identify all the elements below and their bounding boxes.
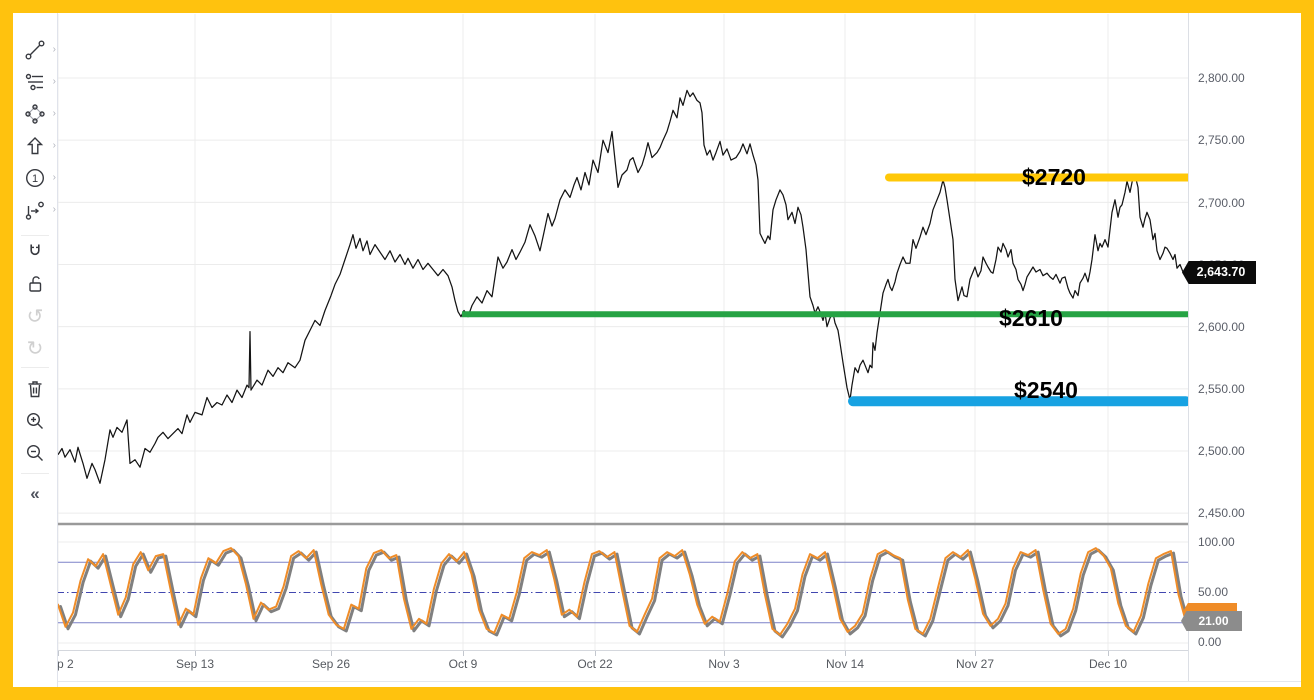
collapse-toolbar-button[interactable]: «: [15, 479, 55, 509]
arrow-mark-tool[interactable]: ›: [15, 131, 56, 161]
level-label-2540[interactable]: $2540: [1014, 377, 1078, 403]
price-axis-label: 2,600.00: [1198, 320, 1245, 334]
undo-icon: ↺: [26, 304, 44, 328]
time-axis-tick: [58, 651, 59, 656]
time-axis[interactable]: Sep 2 Sep 13 Sep 26 Oct 9 Oct 22 Nov 3 Nov 14 N…: [57, 650, 1188, 682]
annotation-tool[interactable]: 1 ›: [15, 163, 56, 193]
time-axis-tick: [463, 651, 464, 656]
time-axis-label: Oct 22: [577, 657, 613, 671]
delete-drawings-button[interactable]: [15, 374, 55, 404]
svg-text:1: 1: [32, 173, 38, 185]
time-axis-label: Nov 3: [708, 657, 740, 671]
time-axis-label: Dec 10: [1088, 657, 1128, 671]
price-axis-label: 2,700.00: [1198, 196, 1245, 210]
zoom-out-button[interactable]: [15, 438, 55, 468]
frame-border-bottom: [0, 687, 1314, 700]
time-axis-tick: [845, 651, 846, 656]
stochastic-d-line: [59, 548, 1190, 639]
collapse-icon: «: [30, 484, 40, 503]
price-axis-label: 2,550.00: [1198, 382, 1245, 396]
last-price-badge: 2,643.70: [1182, 261, 1256, 284]
chevron-right-icon[interactable]: ›: [52, 44, 56, 55]
redo-icon: ↻: [26, 336, 44, 360]
trend-line-tool[interactable]: ›: [15, 35, 56, 65]
pattern-icon: [25, 104, 45, 124]
oscillator-value-badge: 21.00: [1181, 611, 1242, 631]
time-axis-tick: [595, 651, 596, 656]
zoom-in-icon: [26, 412, 43, 429]
price-axis-label: 100.00: [1198, 535, 1235, 549]
undo-button[interactable]: ↺: [15, 301, 55, 331]
time-axis-label: Sep 13: [175, 657, 215, 671]
toolbar-separator: [21, 473, 49, 474]
time-axis-label: Nov 27: [955, 657, 995, 671]
price-axis[interactable]: 2,800.002,750.002,700.002,650.002,600.00…: [1188, 13, 1302, 681]
time-axis-label: Oct 9: [448, 657, 478, 671]
chevron-right-icon[interactable]: ›: [52, 108, 56, 119]
toolbar-separator: [21, 235, 49, 236]
arrow-up-icon: [26, 137, 44, 155]
price-axis-label: 2,800.00: [1198, 71, 1245, 85]
time-axis-tick: [975, 651, 976, 656]
chevron-right-icon[interactable]: ›: [52, 172, 56, 183]
chevron-right-icon[interactable]: ›: [52, 204, 56, 215]
pattern-tool[interactable]: ›: [15, 99, 56, 129]
price-line: [57, 89, 1187, 484]
trash-icon: [28, 381, 42, 398]
circled-one-icon: 1: [25, 168, 45, 188]
price-axis-label: 2,750.00: [1198, 133, 1245, 147]
time-axis-tick: [195, 651, 196, 656]
time-axis-label: Nov 14: [825, 657, 865, 671]
price-axis-label: 0.00: [1198, 635, 1222, 649]
level-label-2610[interactable]: $2610: [999, 305, 1063, 331]
zoom-in-button[interactable]: [15, 406, 55, 436]
fib-retracement-tool[interactable]: ›: [15, 67, 56, 97]
time-axis-tick: [1108, 651, 1109, 656]
frame-border-left: [0, 0, 13, 700]
redo-button[interactable]: ↻: [15, 333, 55, 363]
stochastic-k-line: [57, 547, 1187, 636]
unlock-icon: [29, 276, 42, 292]
magnet-mode-button[interactable]: [15, 237, 55, 267]
chevron-right-icon[interactable]: ›: [52, 76, 56, 87]
price-axis-label: 2,450.00: [1198, 506, 1245, 520]
lock-drawings-button[interactable]: [15, 269, 55, 299]
zoom-out-icon: [26, 444, 43, 461]
time-axis-tick: [724, 651, 725, 656]
time-axis-tick: [331, 651, 332, 656]
price-axis-label: 2,500.00: [1198, 444, 1245, 458]
frame-border-top: [0, 0, 1314, 13]
chevron-right-icon[interactable]: ›: [52, 140, 56, 151]
time-axis-label: Sep 26: [311, 657, 351, 671]
axis-bottom-line: [13, 681, 1301, 682]
toolbar-separator: [21, 367, 49, 368]
price-axis-label: 50.00: [1198, 585, 1229, 599]
frame-border-right: [1301, 0, 1314, 700]
level-label-2720[interactable]: $2720: [1022, 164, 1086, 190]
magnet-icon: [30, 244, 40, 256]
fib-retracement-icon: [25, 73, 43, 91]
drawing-toolbar: › › › › 1 › ›: [13, 13, 58, 687]
trend-line-icon: [25, 40, 45, 60]
time-axis-label: Sep 2: [57, 657, 74, 671]
forecast-icon: [25, 201, 44, 220]
forecast-tool[interactable]: ›: [15, 195, 56, 225]
